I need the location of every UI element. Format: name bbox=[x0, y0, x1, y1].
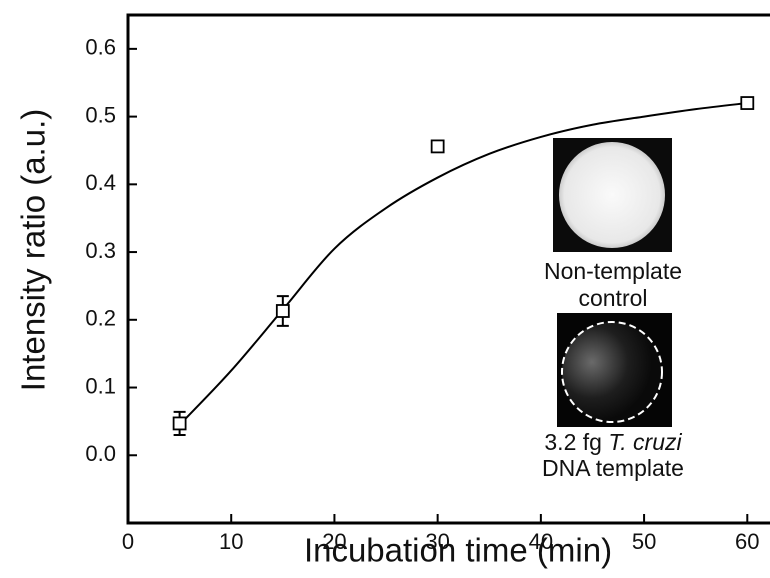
x-tick-label: 60 bbox=[735, 529, 759, 554]
y-tick-label: 0.2 bbox=[85, 306, 116, 331]
annotation: 3.2 fg T. cruzi bbox=[544, 429, 682, 455]
point bbox=[275, 304, 290, 318]
annotation-part: T. cruzi bbox=[608, 429, 682, 455]
point bbox=[430, 139, 445, 154]
point bbox=[740, 96, 755, 110]
annotation: control bbox=[578, 285, 647, 311]
x-tick-label: 50 bbox=[632, 529, 656, 554]
inset-top bbox=[553, 138, 672, 252]
x-tick-label: 0 bbox=[122, 529, 134, 554]
x-tick-label: 10 bbox=[219, 529, 243, 554]
y-tick-label: 0.4 bbox=[85, 170, 116, 195]
fit-line bbox=[178, 102, 748, 426]
y-tick-label: 0.1 bbox=[85, 373, 116, 398]
x-tick-label: 30 bbox=[425, 529, 449, 554]
x-axis-label: Incubation time (min) bbox=[304, 532, 612, 569]
y-axis-label: Intensity ratio (a.u.) bbox=[15, 109, 52, 391]
y-tick-label: 0.6 bbox=[85, 35, 116, 60]
annotation: DNA template bbox=[542, 455, 684, 481]
x-tick-label: 40 bbox=[529, 529, 553, 554]
axis-frame bbox=[126, 13, 770, 525]
inset-bottom bbox=[557, 313, 672, 427]
annotation-part: 3.2 fg bbox=[544, 429, 602, 455]
y-tick-label: 0.3 bbox=[85, 238, 116, 263]
x-tick-label: 20 bbox=[322, 529, 346, 554]
annotation: Non-template bbox=[544, 258, 682, 284]
y-tick-label: 0.0 bbox=[85, 441, 116, 466]
point bbox=[172, 416, 187, 431]
y-tick-label: 0.5 bbox=[85, 102, 116, 127]
